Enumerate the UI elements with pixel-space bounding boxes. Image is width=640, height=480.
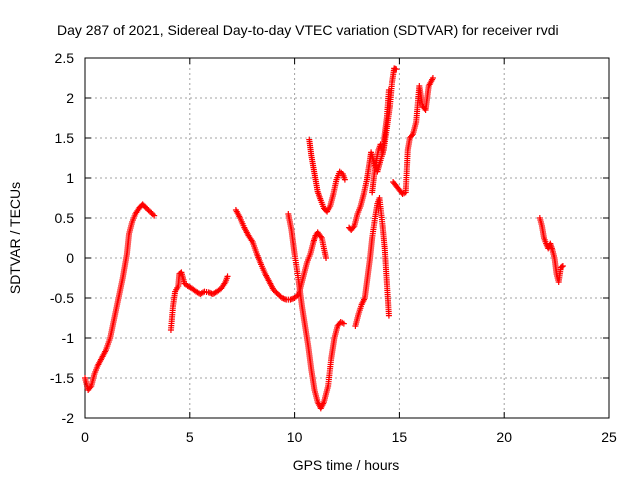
data-point — [291, 295, 298, 301]
y-tick-label: 1.5 — [55, 130, 75, 146]
grid-lines — [85, 58, 609, 418]
plot-area — [84, 57, 610, 419]
x-tick-label: 0 — [81, 429, 89, 445]
data-point — [145, 207, 152, 214]
x-tick-label: 15 — [392, 429, 408, 445]
data-point — [323, 255, 330, 261]
x-tick-label: 25 — [601, 429, 617, 445]
data-point — [148, 209, 155, 216]
data-point — [393, 66, 400, 73]
y-tick-label: -1 — [62, 330, 75, 346]
data-point — [151, 212, 158, 219]
data-point — [270, 287, 277, 293]
data-point — [558, 263, 565, 270]
data-point — [341, 176, 348, 183]
data-point — [340, 320, 347, 327]
y-tick-label: 2 — [66, 90, 74, 106]
data-point — [224, 273, 231, 280]
data-point — [294, 292, 301, 299]
y-axis-label: SDTVAR / TECUs — [7, 182, 23, 294]
data-point — [142, 204, 149, 211]
axis-ticks — [84, 57, 610, 419]
y-tick-label: -1.5 — [50, 370, 74, 386]
data-point — [144, 205, 151, 212]
data-point — [272, 288, 279, 295]
data-point — [429, 75, 436, 81]
data-point — [385, 87, 392, 93]
data-point — [292, 293, 299, 300]
y-axis-tick-labels: -2 -1.5 -1 -0.5 0 0.5 1 1.5 2 2.5 — [50, 50, 74, 426]
data-point — [149, 211, 156, 218]
data-point — [350, 224, 357, 231]
y-tick-label: 0 — [66, 250, 74, 266]
y-tick-label: -0.5 — [50, 290, 74, 306]
data-point — [87, 384, 94, 391]
data-point — [408, 132, 415, 139]
data-point — [146, 208, 153, 215]
data-point — [559, 263, 566, 269]
chart-title: Day 287 of 2021, Sidereal Day-to-day VTE… — [57, 22, 559, 38]
x-tick-label: 10 — [287, 429, 303, 445]
y-tick-label: 2.5 — [55, 50, 75, 66]
x-tick-label: 5 — [186, 429, 194, 445]
data-point — [276, 292, 283, 299]
data-points — [82, 65, 566, 412]
y-tick-label: -2 — [62, 410, 75, 426]
y-tick-label: 0.5 — [55, 210, 75, 226]
y-tick-label: 1 — [66, 170, 74, 186]
x-axis-tick-labels: 0 5 10 15 20 25 — [81, 429, 617, 445]
x-axis-label: GPS time / hours — [293, 457, 400, 473]
x-tick-label: 20 — [496, 429, 512, 445]
data-point — [273, 289, 280, 296]
data-point — [385, 312, 392, 319]
data-point — [274, 291, 281, 297]
